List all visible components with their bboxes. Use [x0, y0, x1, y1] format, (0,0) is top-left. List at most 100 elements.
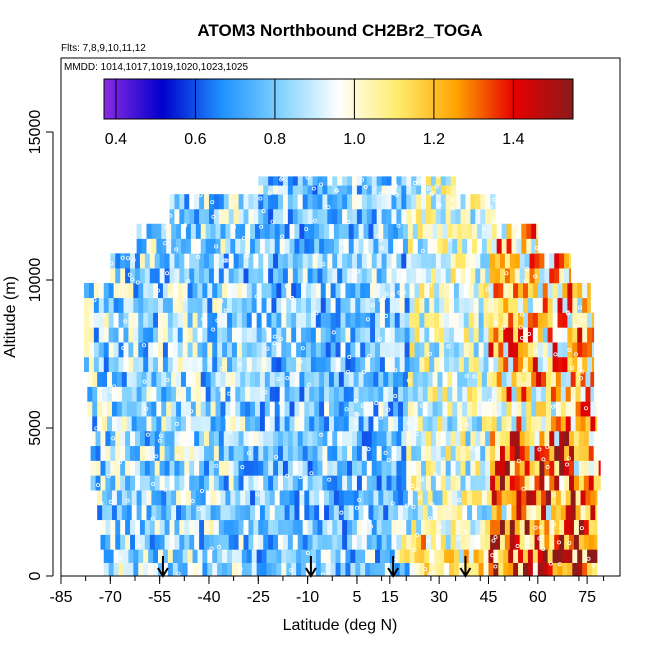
heatmap-cell	[215, 416, 221, 432]
heatmap-cell	[255, 386, 261, 402]
heatmap-cell	[325, 282, 332, 299]
heatmap-cell	[493, 342, 499, 358]
heatmap-cell	[167, 562, 174, 576]
heatmap-cell	[245, 386, 251, 402]
sample-point	[430, 191, 435, 196]
heatmap-cell	[462, 223, 468, 239]
heatmap-cell	[455, 460, 461, 476]
heatmap-cell	[511, 223, 517, 239]
heatmap-cell	[375, 562, 381, 576]
heatmap-cell	[136, 223, 142, 239]
heatmap-cell	[184, 268, 190, 284]
heatmap-cell	[215, 238, 221, 254]
heatmap-cell	[319, 416, 325, 432]
heatmap-cell	[480, 475, 486, 491]
heatmap-cell	[289, 416, 295, 432]
heatmap-cell	[217, 342, 223, 358]
heatmap-cell	[434, 327, 440, 343]
heatmap-cell	[205, 490, 212, 506]
heatmap-cell	[291, 562, 297, 576]
heatmap-cell	[161, 386, 167, 402]
sample-point	[223, 308, 228, 313]
heatmap-cell	[340, 282, 346, 299]
heatmap-cell	[593, 475, 600, 491]
heatmap-cell	[457, 401, 463, 417]
heatmap-cell	[164, 534, 170, 550]
heatmap-cell	[404, 312, 410, 328]
heatmap-cell	[347, 445, 353, 461]
heatmap-cell	[511, 238, 517, 254]
heatmap-cell	[524, 445, 530, 461]
heatmap-cell	[108, 549, 115, 563]
heatmap-cell	[332, 460, 338, 476]
heatmap-cell	[473, 356, 479, 373]
heatmap-cell	[125, 253, 131, 269]
heatmap-cell	[243, 519, 249, 535]
heatmap-cell	[365, 282, 371, 299]
heatmap-cell	[263, 519, 269, 535]
heatmap-cell	[554, 460, 560, 476]
heatmap-cell	[416, 534, 422, 550]
heatmap-cell	[253, 475, 259, 491]
heatmap-cell	[386, 430, 392, 447]
heatmap-cell	[143, 327, 149, 343]
sample-point	[464, 422, 469, 427]
heatmap-cell	[153, 356, 159, 373]
heatmap-cell	[289, 490, 295, 506]
heatmap-cell	[315, 549, 322, 563]
x-tick-label: 60	[529, 589, 547, 606]
heatmap-cell	[457, 490, 463, 506]
heatmap-cell	[324, 238, 330, 254]
heatmap-cell	[301, 282, 307, 299]
sample-point	[340, 241, 345, 246]
sample-point	[423, 566, 428, 571]
sample-point	[311, 186, 316, 191]
heatmap-cell	[259, 401, 266, 417]
heatmap-cell	[365, 312, 371, 328]
heatmap-cell	[161, 223, 167, 239]
heatmap-cell	[223, 475, 230, 491]
heatmap-cell	[176, 386, 182, 402]
heatmap-cell	[199, 445, 205, 461]
heatmap-cell	[93, 312, 100, 328]
heatmap-cell	[185, 223, 192, 239]
heatmap-cell	[562, 356, 568, 373]
heatmap-cell	[324, 504, 330, 521]
heatmap-cell	[509, 475, 516, 491]
heatmap-cell	[141, 490, 147, 506]
heatmap-cell	[583, 475, 590, 491]
sample-point	[379, 415, 384, 420]
heatmap-cell	[375, 327, 381, 343]
heatmap-cell	[258, 268, 264, 284]
heatmap-cell	[463, 297, 470, 313]
heatmap-cell	[291, 312, 297, 328]
heatmap-cell	[467, 490, 473, 506]
heatmap-cell	[227, 356, 233, 373]
heatmap-cell	[125, 534, 131, 550]
heatmap-cell	[590, 416, 596, 432]
heatmap-cell	[259, 238, 266, 254]
heatmap-cell	[126, 386, 133, 402]
heatmap-cell	[406, 430, 412, 447]
heatmap-cell	[537, 342, 544, 358]
heatmap-cell	[289, 238, 295, 254]
heatmap-cell	[518, 297, 524, 313]
heatmap-cell	[88, 342, 95, 358]
heatmap-cell	[258, 253, 264, 269]
heatmap-cell	[93, 297, 100, 313]
heatmap-cell	[481, 223, 488, 239]
heatmap-cell	[506, 223, 512, 239]
heatmap-cell	[205, 238, 212, 254]
heatmap-cell	[588, 519, 595, 535]
heatmap-cell	[304, 371, 310, 387]
heatmap-cell	[115, 519, 121, 535]
x-tick-label: 30	[430, 589, 448, 606]
heatmap-cell	[342, 460, 348, 476]
heatmap-cell	[255, 371, 261, 387]
heatmap-cell	[110, 519, 116, 535]
sample-point	[334, 188, 339, 193]
heatmap-cell	[368, 386, 374, 402]
sample-point	[401, 290, 406, 295]
heatmap-cell	[261, 549, 267, 563]
heatmap-cell	[376, 176, 382, 186]
